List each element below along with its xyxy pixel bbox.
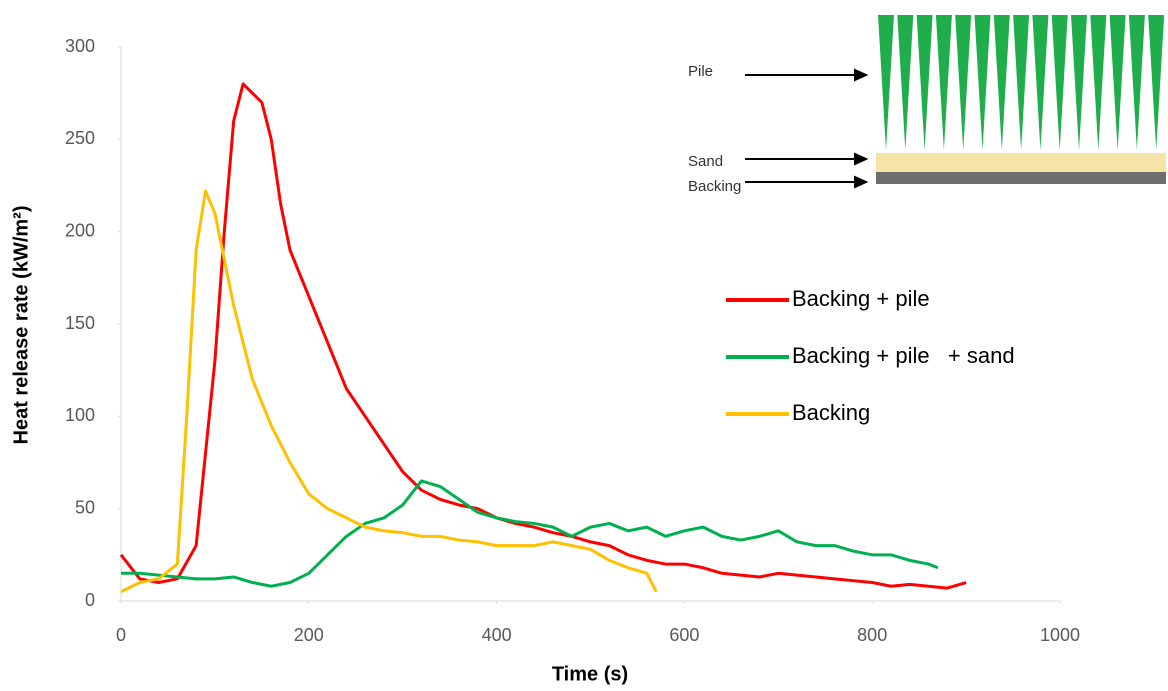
backing-layer: [876, 172, 1166, 184]
data-line: [120, 189, 658, 594]
legend-label: Backing + pile: [792, 286, 930, 311]
x-tick-label: 0: [116, 625, 126, 645]
y-tick-label: 0: [85, 590, 95, 610]
pile-fiber: [1051, 15, 1068, 150]
pile-fiber: [974, 15, 991, 150]
pile-fiber: [1032, 15, 1049, 150]
pile-fiber: [1071, 15, 1087, 150]
y-tick-label: 150: [65, 313, 95, 333]
pile-fiber: [935, 15, 952, 150]
pile-fibers: [878, 15, 1165, 150]
y-tick-label: 50: [75, 497, 95, 517]
x-tick-label: 400: [482, 625, 512, 645]
pile-fiber: [1013, 15, 1030, 150]
inset-label: Backing: [688, 178, 741, 195]
y-tick-label: 200: [65, 220, 95, 240]
pile-fiber: [1148, 15, 1165, 150]
inset-label: Sand: [688, 153, 723, 170]
pile-fiber: [1090, 15, 1107, 150]
x-tick-label: 200: [294, 625, 324, 645]
pile-fiber: [1109, 15, 1126, 150]
pile-fiber: [1128, 15, 1145, 150]
arrows: [745, 68, 869, 189]
y-tick-label: 300: [65, 36, 95, 56]
pile-fiber: [955, 15, 972, 150]
pile-fiber: [916, 15, 933, 150]
y-axis-title: Heat release rate (kW/m²): [10, 206, 32, 445]
sand-layer: [876, 153, 1166, 172]
y-tick-label: 250: [65, 128, 95, 148]
legend-label: Backing: [792, 400, 870, 425]
legend-label: Backing + pile + sand: [792, 343, 1015, 368]
pile-fiber: [878, 15, 894, 150]
data-line: [121, 479, 939, 588]
x-tick-label: 800: [857, 625, 887, 645]
pile-fiber: [897, 15, 914, 150]
y-tick-label: 100: [65, 405, 95, 425]
inset-label: Pile: [688, 63, 713, 80]
pile-fiber: [993, 15, 1010, 150]
x-axis-title: Time (s): [552, 663, 628, 685]
inset-diagram: Pile Sand Backing: [688, 15, 1166, 195]
x-tick-label: 600: [669, 625, 699, 645]
x-tick-label: 1000: [1040, 625, 1080, 645]
